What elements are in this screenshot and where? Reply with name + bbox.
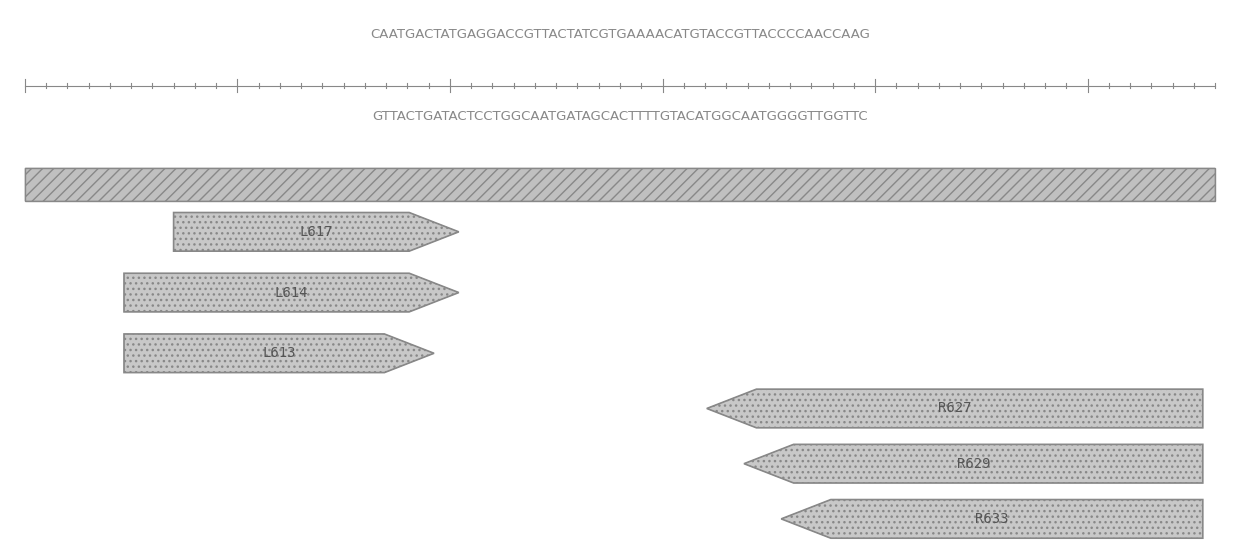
- Text: GTTACTGATACTCCTGGCAATGATAGCACTTTTGTACATGGCAATGGGGTTGGTTC: GTTACTGATACTCCTGGCAATGATAGCACTTTTGTACATG…: [372, 110, 868, 124]
- Text: R627: R627: [937, 401, 972, 416]
- Polygon shape: [124, 334, 434, 373]
- Text: R629: R629: [956, 457, 991, 471]
- Polygon shape: [174, 213, 459, 251]
- Text: R633: R633: [975, 512, 1009, 526]
- Polygon shape: [781, 500, 1203, 538]
- Text: L617: L617: [299, 225, 334, 239]
- Polygon shape: [707, 389, 1203, 428]
- Text: L614: L614: [274, 285, 309, 300]
- Polygon shape: [744, 444, 1203, 483]
- Text: L613: L613: [262, 346, 296, 360]
- Polygon shape: [124, 273, 459, 312]
- Text: CAATGACTATGAGGACCGTTACTATCGTGAAAACATGTACCGTTACCCCAACCAAG: CAATGACTATGAGGACCGTTACTATCGTGAAAACATGTAC…: [370, 28, 870, 41]
- FancyBboxPatch shape: [25, 168, 1215, 201]
